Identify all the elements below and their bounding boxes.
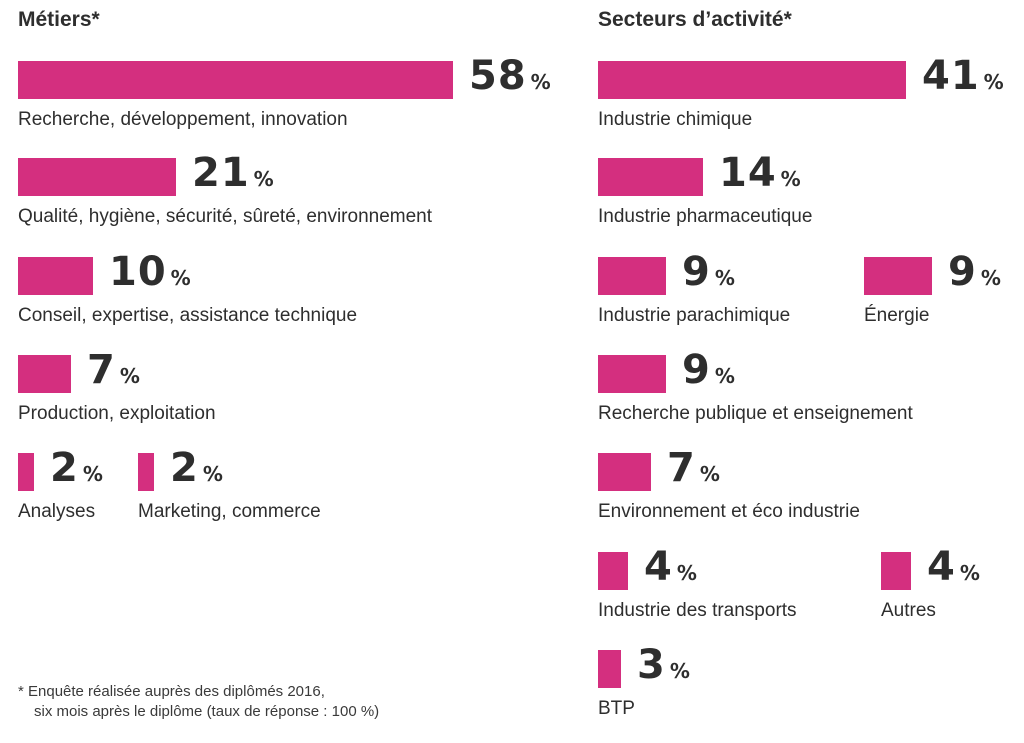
category-label: Recherche publique et enseignement <box>598 403 913 424</box>
category-label: Analyses <box>18 501 96 522</box>
value-number: 9 <box>948 249 977 295</box>
bar <box>18 61 453 99</box>
category-label: Production, exploitation <box>18 403 216 424</box>
bar <box>598 158 703 196</box>
category-label: Marketing, commerce <box>138 501 321 522</box>
value-label: 3% <box>637 645 690 685</box>
value-number: 9 <box>682 347 711 393</box>
value-label: 10% <box>109 252 191 292</box>
value-label: 41% <box>922 56 1004 96</box>
percent-sign: % <box>253 167 274 191</box>
value-number: 9 <box>682 249 711 295</box>
value-number: 4 <box>927 544 956 590</box>
bar <box>598 61 906 99</box>
bar <box>18 257 93 295</box>
percent-sign: % <box>202 462 223 486</box>
category-label: Énergie <box>864 305 930 326</box>
percent-sign: % <box>959 561 980 585</box>
percent-sign: % <box>119 364 140 388</box>
footnote-line-2: six mois après le diplôme (taux de répon… <box>34 703 380 720</box>
category-label: Industrie chimique <box>598 109 753 130</box>
category-label: Environnement et éco industrie <box>598 501 860 522</box>
percent-sign: % <box>699 462 720 486</box>
value-number: 2 <box>50 445 79 491</box>
value-number: 10 <box>109 249 167 295</box>
percent-sign: % <box>170 266 191 290</box>
bar <box>18 158 176 196</box>
percent-sign: % <box>780 167 801 191</box>
value-number: 2 <box>170 445 199 491</box>
bar <box>18 453 34 491</box>
category-label: Autres <box>881 600 936 621</box>
value-number: 14 <box>719 150 777 196</box>
value-label: 21% <box>192 153 274 193</box>
value-number: 21 <box>192 150 250 196</box>
percent-sign: % <box>714 364 735 388</box>
bar <box>138 453 154 491</box>
value-number: 3 <box>637 642 666 688</box>
value-number: 4 <box>644 544 673 590</box>
bar <box>18 355 71 393</box>
bar <box>598 650 621 688</box>
bar <box>598 257 666 295</box>
category-label: Industrie des transports <box>598 600 797 621</box>
category-label: Conseil, expertise, assistance technique <box>18 305 358 326</box>
value-number: 7 <box>87 347 116 393</box>
percent-sign: % <box>980 266 1001 290</box>
secteurs-heading: Secteurs d’activité* <box>598 8 792 31</box>
bar <box>864 257 932 295</box>
percent-sign: % <box>82 462 103 486</box>
footnote: * Enquête réalisée auprès des diplômés 2… <box>18 682 379 722</box>
value-label: 9% <box>682 252 735 292</box>
value-label: 2% <box>50 448 103 488</box>
category-label: Industrie pharmaceutique <box>598 206 813 227</box>
metiers-heading: Métiers* <box>18 8 100 31</box>
category-label: Recherche, développement, innovation <box>18 109 348 130</box>
percent-sign: % <box>530 70 551 94</box>
value-label: 2% <box>170 448 223 488</box>
category-label: BTP <box>598 698 635 719</box>
bar <box>881 552 911 590</box>
value-label: 9% <box>948 252 1001 292</box>
bar <box>598 552 628 590</box>
percent-sign: % <box>676 561 697 585</box>
bar <box>598 453 651 491</box>
value-label: 7% <box>87 350 140 390</box>
percent-sign: % <box>714 266 735 290</box>
bar <box>598 355 666 393</box>
value-label: 4% <box>927 547 980 587</box>
value-label: 7% <box>667 448 720 488</box>
value-label: 58% <box>469 56 551 96</box>
value-number: 7 <box>667 445 696 491</box>
value-label: 14% <box>719 153 801 193</box>
percent-sign: % <box>983 70 1004 94</box>
value-label: 9% <box>682 350 735 390</box>
footnote-line-1: * Enquête réalisée auprès des diplômés 2… <box>18 683 325 700</box>
value-number: 41 <box>922 53 980 99</box>
category-label: Qualité, hygiène, sécurité, sûreté, envi… <box>18 206 433 227</box>
percent-sign: % <box>669 659 690 683</box>
category-label: Industrie parachimique <box>598 305 791 326</box>
value-label: 4% <box>644 547 697 587</box>
value-number: 58 <box>469 53 527 99</box>
